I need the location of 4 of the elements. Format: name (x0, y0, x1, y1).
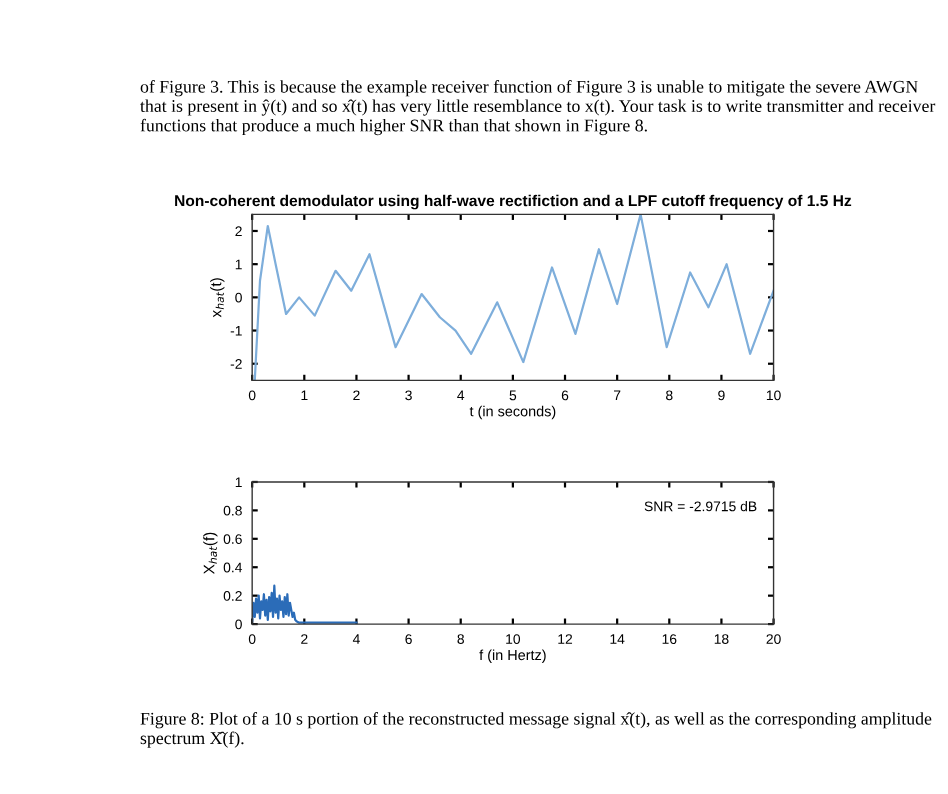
line-series (252, 584, 358, 624)
line-series (253, 214, 774, 381)
caption: Figure 8: Plot of a 10 s portion of the reconstructed message signal x̂(t), as well as the corresponding amplitude spectrum X̂(f). (140, 712, 932, 748)
text: of Figure 3. This is because the example receiver function of Figure 3 is unable to mitigate the severe AWGN that is present in ŷ(t) and so x̂(t) has very little resemblance to x(t). Your task is to write transmitter and receiver functions that produce a much higher SNR than that shown in Figure 8. (140, 80, 936, 136)
